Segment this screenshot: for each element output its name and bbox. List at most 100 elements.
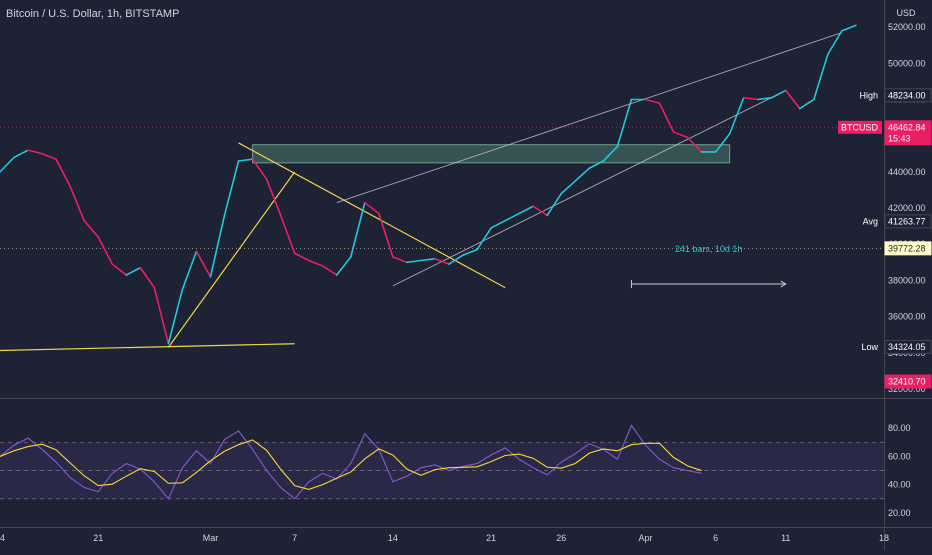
price-segment bbox=[841, 24, 857, 32]
price-segment bbox=[349, 201, 366, 258]
rsi-tick-label: 80.00 bbox=[888, 423, 911, 433]
price-badge-label: High bbox=[859, 90, 878, 100]
price-badge-box bbox=[884, 120, 932, 146]
price-tick-label: 44000.00 bbox=[888, 167, 926, 177]
price-badge-value: 32410.70 bbox=[888, 377, 926, 387]
price-segment bbox=[265, 178, 282, 217]
price-segment bbox=[181, 250, 198, 291]
price-segment bbox=[827, 29, 843, 56]
price-segment bbox=[55, 158, 71, 188]
price-badge-label: Avg bbox=[863, 216, 878, 226]
price-badge: 41263.77 Avg bbox=[856, 214, 932, 229]
time-tick-label: 18 bbox=[879, 533, 889, 543]
chart-title: Bitcoin / U.S. Dollar, 1h, BITSTAMP bbox=[6, 8, 180, 20]
price-segment bbox=[125, 266, 142, 276]
price-tick-label: 38000.00 bbox=[888, 275, 926, 285]
price-segment bbox=[251, 158, 268, 180]
price-segment bbox=[784, 89, 801, 110]
price-segment bbox=[574, 167, 591, 182]
time-tick-label: 7 bbox=[292, 533, 297, 543]
price-segment bbox=[139, 266, 156, 289]
price-segment bbox=[392, 256, 408, 264]
price-segment bbox=[378, 212, 394, 258]
price-badge: 39772.28 bbox=[884, 241, 932, 256]
price-segment bbox=[153, 286, 170, 345]
price-tick-label: 32000.00 bbox=[888, 384, 926, 394]
price-segment bbox=[41, 152, 57, 160]
price-badge-value: 48234.00 bbox=[888, 90, 926, 100]
time-tick-label: 11 bbox=[781, 533, 790, 543]
price-segment bbox=[321, 265, 338, 276]
rsi-tick-label: 40.00 bbox=[888, 480, 911, 490]
price-tick-label: 42000.00 bbox=[888, 203, 926, 213]
price-segment bbox=[799, 98, 815, 110]
trend-line-yellow bbox=[238, 142, 506, 289]
currency-label: USD bbox=[896, 8, 916, 18]
price-tick-label: 50000.00 bbox=[888, 58, 926, 68]
price-segment bbox=[518, 205, 535, 215]
price-segment bbox=[279, 214, 296, 255]
time-tick-label: 26 bbox=[556, 533, 566, 543]
price-segment bbox=[532, 205, 549, 217]
price-segment bbox=[728, 96, 745, 135]
resistance-zone bbox=[252, 144, 731, 164]
price-segment bbox=[167, 288, 184, 345]
price-segment bbox=[616, 98, 633, 148]
time-tick-label: 14 bbox=[0, 533, 5, 543]
price-badge-value: 41263.77 bbox=[888, 216, 926, 226]
price-segment bbox=[686, 136, 703, 153]
price-badge: 34324.05 Low bbox=[856, 339, 932, 354]
price-badge-value: 39772.28 bbox=[888, 243, 926, 253]
price-segment bbox=[83, 219, 100, 238]
price-badge-box bbox=[884, 241, 932, 256]
price-badge-label: BTCUSD bbox=[841, 122, 879, 132]
price-segment bbox=[69, 185, 85, 222]
price-segment bbox=[448, 254, 464, 265]
rsi-tick-label: 20.00 bbox=[888, 508, 911, 518]
price-segment bbox=[195, 250, 212, 278]
price-segment bbox=[560, 180, 577, 195]
measure-label: 241 bars, 10d 1h bbox=[675, 244, 743, 254]
price-segment bbox=[13, 149, 29, 159]
trend-line-yellow bbox=[0, 343, 295, 352]
trend-line-yellow bbox=[167, 171, 296, 348]
price-badge-label: Low bbox=[861, 342, 878, 352]
rsi-ma-line bbox=[0, 439, 702, 490]
price-segment bbox=[714, 133, 731, 153]
price-badge-box bbox=[884, 339, 932, 354]
price-segment bbox=[476, 227, 492, 251]
time-tick-label: 6 bbox=[713, 533, 718, 543]
price-segment bbox=[644, 98, 661, 104]
price-segment bbox=[293, 252, 310, 262]
time-tick-label: Apr bbox=[638, 533, 652, 543]
price-segment bbox=[504, 212, 520, 222]
price-segment bbox=[223, 160, 240, 217]
price-segment bbox=[27, 149, 43, 155]
price-segment bbox=[546, 192, 563, 217]
price-segment bbox=[462, 248, 478, 256]
time-tick-label: Mar bbox=[203, 533, 219, 543]
chart-series bbox=[0, 24, 857, 500]
price-segment bbox=[658, 102, 675, 133]
price-segment bbox=[364, 201, 380, 215]
price-badge-tag bbox=[838, 120, 882, 134]
price-badge-tag bbox=[856, 340, 882, 354]
measure-arrow bbox=[780, 280, 787, 288]
price-segment bbox=[406, 259, 422, 264]
price-segment bbox=[588, 160, 605, 170]
price-badge-tag bbox=[850, 88, 882, 102]
price-tick-label: 52000.00 bbox=[888, 22, 926, 32]
channel-line bbox=[336, 32, 843, 204]
price-badge-value: 46462.84 bbox=[888, 122, 926, 132]
channel-line bbox=[392, 90, 787, 287]
price-segment bbox=[742, 96, 759, 101]
price-segment bbox=[420, 257, 436, 262]
price-segment bbox=[237, 158, 254, 162]
price-badge-time: 15:43 bbox=[888, 133, 911, 143]
chart-axes: USD32000.0034000.0036000.0038000.0040000… bbox=[0, 8, 932, 543]
price-badge-box bbox=[884, 374, 932, 389]
price-segment bbox=[97, 236, 114, 265]
price-segment bbox=[490, 219, 506, 229]
